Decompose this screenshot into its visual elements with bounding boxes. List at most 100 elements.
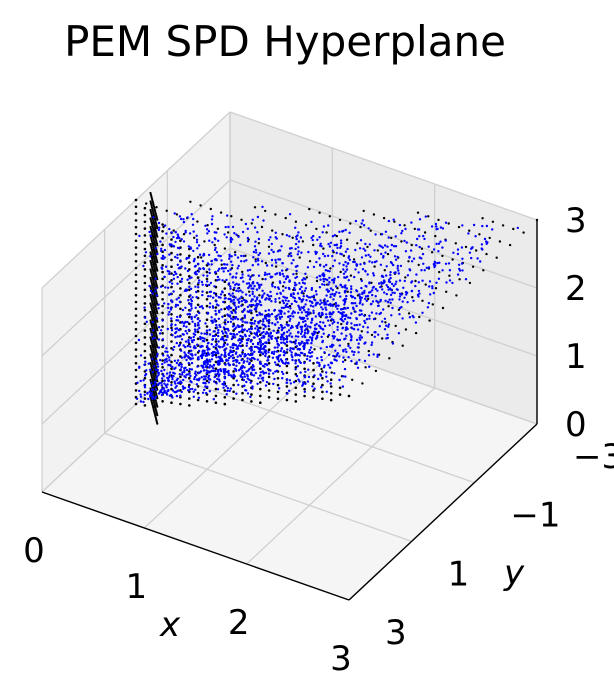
hyperplane-point: [356, 346, 360, 349]
hyperplane-point: [354, 219, 358, 223]
hyperplane-point: [234, 276, 238, 279]
hyperplane-point: [159, 240, 162, 243]
top-plane-point: [304, 224, 308, 227]
hyperplane-point: [160, 377, 164, 380]
hyperplane-point: [233, 327, 236, 331]
hyperplane-point: [333, 372, 336, 375]
hyperplane-point: [215, 303, 219, 306]
hyperplane-point: [288, 213, 292, 216]
hyperplane-point: [214, 320, 217, 323]
hyperplane-point: [187, 245, 190, 248]
hyperplane-point: [170, 329, 174, 332]
hyperplane-point: [344, 260, 347, 264]
top-plane-point: [258, 294, 261, 297]
hyperplane-point: [448, 279, 452, 282]
hyperplane-point: [185, 358, 188, 362]
hyperplane-point: [358, 358, 361, 362]
hyperplane-point: [302, 342, 306, 345]
hyperplane-point: [215, 348, 218, 351]
hyperplane-point: [246, 236, 250, 240]
hyperplane-point: [350, 302, 353, 305]
diagonal-wall-point: [170, 313, 173, 316]
diagonal-wall-point: [267, 396, 271, 399]
hyperplane-point: [257, 303, 260, 306]
hyperplane-point: [151, 337, 155, 340]
hyperplane-point: [336, 246, 339, 250]
hyperplane-point: [235, 289, 238, 292]
hyperplane-point: [275, 338, 278, 341]
hyperplane-point: [157, 228, 161, 232]
hyperplane-point: [347, 256, 350, 259]
top-plane-point: [330, 371, 333, 374]
hyperplane-point: [171, 334, 174, 337]
hyperplane-point: [331, 235, 335, 238]
top-plane-point: [291, 236, 294, 239]
top-plane-point: [481, 217, 484, 220]
hyperplane-point: [355, 304, 358, 308]
hyperplane-point: [208, 366, 211, 369]
hyperplane-point: [338, 262, 341, 265]
hyperplane-point: [352, 307, 355, 311]
hyperplane-point: [352, 328, 356, 331]
hyperplane-point: [180, 365, 183, 369]
hyperplane-point: [249, 381, 252, 384]
hyperplane-point: [355, 338, 359, 342]
top-plane-point: [414, 331, 418, 335]
hyperplane-point: [348, 231, 351, 234]
hyperplane-point: [191, 320, 194, 323]
hyperplane-point: [139, 379, 142, 383]
hyperplane-point: [176, 282, 179, 285]
hyperplane-point: [251, 368, 254, 372]
diagonal-wall-point: [312, 368, 315, 372]
diagonal-wall-point: [143, 213, 147, 217]
hyperplane-point: [297, 250, 300, 253]
hyperplane-point: [230, 310, 233, 313]
hyperplane-point: [386, 285, 390, 289]
top-plane-point: [454, 242, 457, 245]
hyperplane-point: [424, 215, 427, 218]
hyperplane-point: [244, 321, 247, 324]
hyperplane-point: [240, 260, 243, 263]
hyperplane-point: [307, 313, 310, 316]
diagonal-wall-point: [161, 332, 164, 335]
hyperplane-point: [204, 224, 207, 227]
hyperplane-point: [426, 306, 430, 309]
hyperplane-point: [157, 303, 160, 306]
hyperplane-point: [425, 266, 428, 269]
hyperplane-point: [337, 304, 340, 307]
diagonal-wall-point: [161, 379, 164, 383]
hyperplane-point: [252, 374, 256, 377]
hyperplane-point: [516, 226, 519, 230]
hyperplane-point: [307, 339, 310, 342]
hyperplane-point: [190, 361, 194, 365]
hyperplane-point: [186, 344, 189, 348]
top-plane-point: [223, 247, 227, 250]
hyperplane-point: [207, 263, 210, 266]
hyperplane-point: [177, 267, 180, 270]
hyperplane-point: [216, 388, 220, 391]
hyperplane-point: [323, 364, 326, 367]
top-plane-point: [413, 227, 416, 231]
hyperplane-point: [159, 390, 162, 393]
hyperplane-point: [320, 358, 323, 362]
hyperplane-point: [233, 367, 236, 370]
hyperplane-point: [180, 390, 183, 394]
hyperplane-point: [307, 375, 311, 379]
hyperplane-point: [361, 292, 364, 296]
hyperplane-point: [312, 234, 315, 238]
hyperplane-point: [266, 273, 269, 276]
hyperplane-point: [269, 332, 272, 335]
hyperplane-point: [438, 261, 441, 264]
hyperplane-point: [432, 248, 436, 251]
hyperplane-point: [256, 215, 260, 219]
hyperplane-point: [329, 241, 333, 244]
hyperplane-point: [261, 347, 265, 350]
hyperplane-point: [216, 360, 219, 363]
diagonal-wall-point: [223, 287, 227, 290]
diagonal-wall-point: [134, 239, 138, 243]
hyperplane-point: [342, 356, 345, 359]
hyperplane-point: [267, 372, 271, 375]
hyperplane-point: [281, 377, 284, 380]
hyperplane-point: [275, 350, 279, 353]
hyperplane-point: [288, 319, 291, 323]
